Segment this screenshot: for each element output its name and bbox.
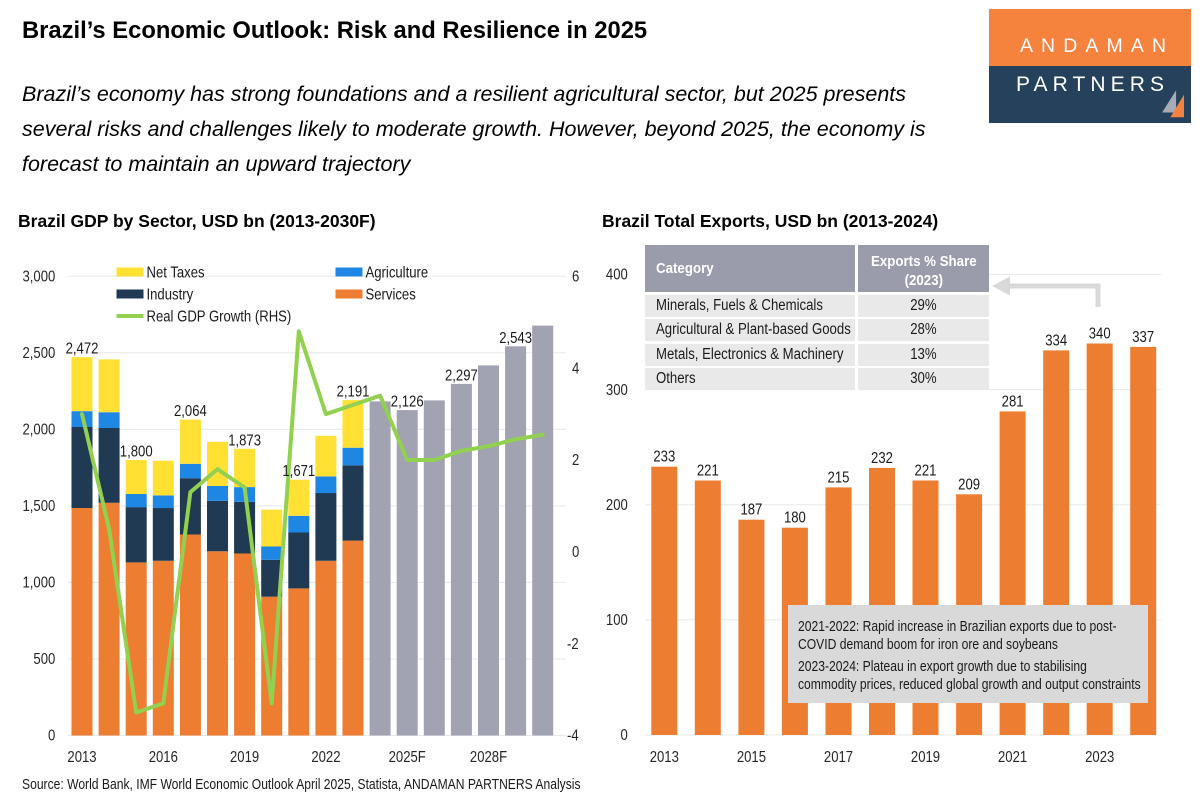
svg-text:215: 215 (828, 469, 850, 486)
svg-text:2,297: 2,297 (445, 367, 478, 384)
svg-text:180: 180 (784, 510, 806, 527)
svg-text:2016: 2016 (149, 749, 178, 766)
svg-text:2015: 2015 (737, 749, 766, 766)
svg-text:2013: 2013 (67, 749, 96, 766)
svg-text:500: 500 (33, 651, 55, 668)
svg-text:2019: 2019 (230, 749, 259, 766)
svg-text:6: 6 (572, 268, 579, 285)
svg-text:281: 281 (1002, 393, 1024, 410)
svg-text:2019: 2019 (911, 749, 940, 766)
svg-text:2025F: 2025F (389, 749, 426, 766)
svg-text:340: 340 (1089, 325, 1111, 342)
svg-text:2,500: 2,500 (22, 345, 55, 362)
svg-text:2021: 2021 (998, 749, 1027, 766)
svg-text:1,671: 1,671 (282, 463, 315, 480)
svg-text:187: 187 (740, 502, 762, 519)
svg-text:221: 221 (915, 462, 937, 479)
svg-text:1,500: 1,500 (22, 498, 55, 515)
svg-text:-2: -2 (567, 636, 579, 653)
svg-text:2013: 2013 (650, 749, 679, 766)
svg-text:0: 0 (572, 544, 579, 561)
svg-text:4: 4 (572, 360, 579, 377)
svg-text:100: 100 (606, 612, 628, 629)
svg-text:2: 2 (572, 452, 579, 469)
svg-text:1,873: 1,873 (228, 432, 261, 449)
svg-text:221: 221 (697, 462, 719, 479)
svg-text:2022: 2022 (311, 749, 340, 766)
svg-text:2,543: 2,543 (499, 330, 532, 347)
svg-text:Industry: Industry (147, 286, 194, 303)
svg-text:233: 233 (653, 449, 675, 466)
svg-text:Real GDP Growth (RHS): Real GDP Growth (RHS) (147, 308, 292, 325)
svg-text:-4: -4 (567, 728, 579, 745)
svg-text:1,800: 1,800 (120, 443, 153, 460)
svg-text:2,126: 2,126 (391, 393, 424, 410)
svg-text:Agriculture: Agriculture (366, 264, 429, 281)
svg-text:0: 0 (48, 728, 55, 745)
svg-text:Services: Services (366, 286, 416, 303)
svg-text:209: 209 (958, 476, 980, 493)
svg-text:2028F: 2028F (470, 749, 507, 766)
svg-text:232: 232 (871, 450, 893, 467)
svg-text:1,000: 1,000 (22, 574, 55, 591)
svg-text:400: 400 (606, 266, 628, 283)
svg-text:2,472: 2,472 (66, 340, 99, 357)
svg-text:0: 0 (621, 727, 628, 744)
svg-text:334: 334 (1045, 332, 1067, 349)
svg-text:2,064: 2,064 (174, 403, 207, 420)
svg-text:2023: 2023 (1085, 749, 1114, 766)
svg-text:2,191: 2,191 (337, 383, 370, 400)
svg-text:2017: 2017 (824, 749, 853, 766)
svg-text:Net Taxes: Net Taxes (147, 264, 205, 281)
svg-text:200: 200 (606, 497, 628, 514)
svg-text:3,000: 3,000 (22, 268, 55, 285)
svg-text:2,000: 2,000 (22, 421, 55, 438)
svg-text:300: 300 (606, 382, 628, 399)
svg-text:337: 337 (1132, 329, 1154, 346)
